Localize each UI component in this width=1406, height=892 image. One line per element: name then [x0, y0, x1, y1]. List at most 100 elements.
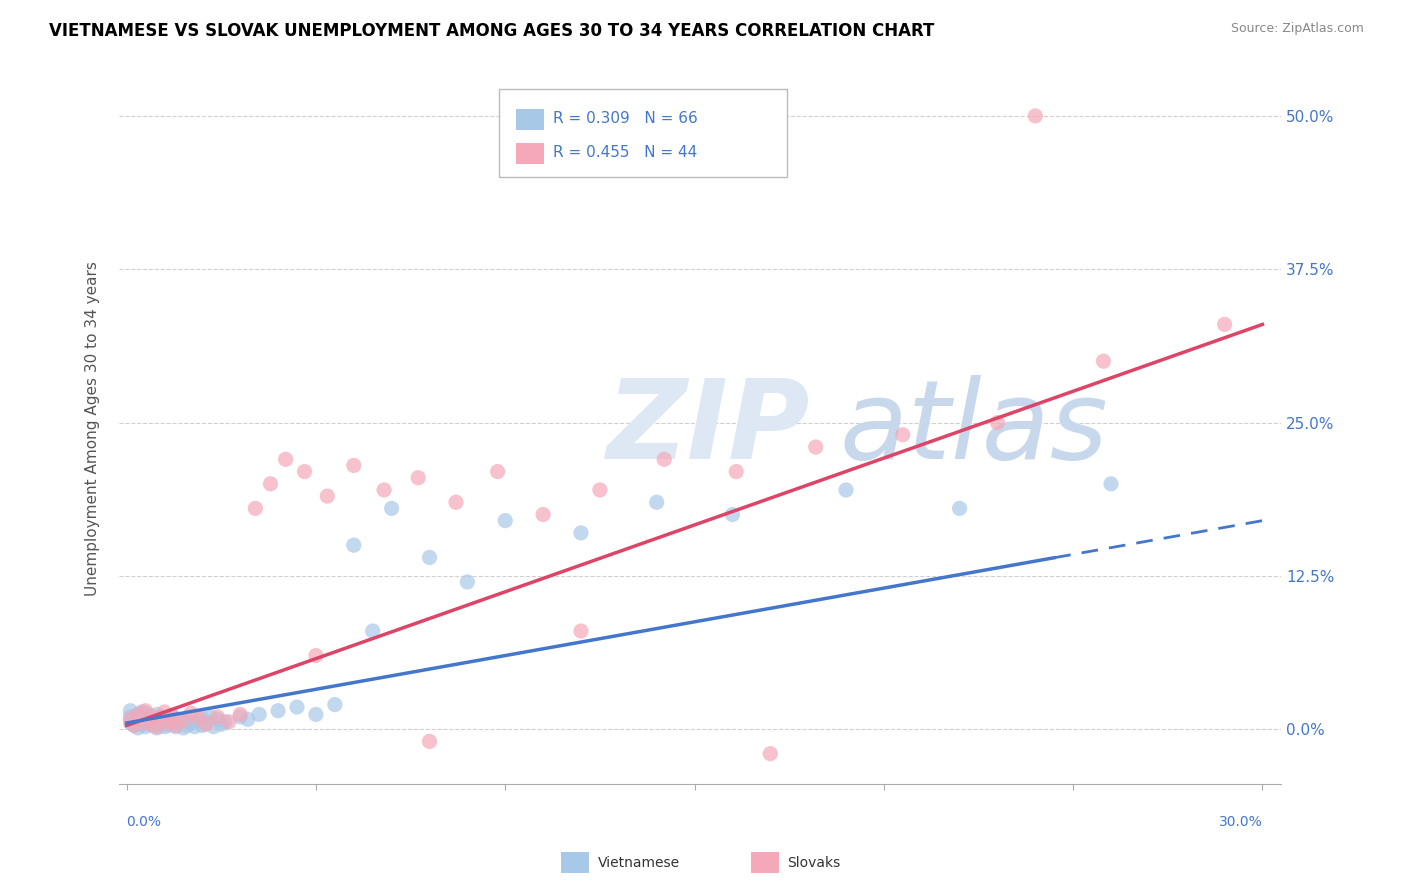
Point	[142, 718, 165, 732]
Point	[1213, 318, 1236, 332]
Point	[131, 705, 153, 719]
Point	[198, 710, 221, 724]
Point	[187, 711, 209, 725]
Point	[759, 747, 782, 761]
Point	[323, 698, 346, 712]
Point	[343, 538, 366, 552]
Point	[184, 720, 207, 734]
Point	[195, 716, 218, 731]
Point	[149, 717, 172, 731]
Text: Source: ZipAtlas.com: Source: ZipAtlas.com	[1230, 22, 1364, 36]
Point	[157, 718, 180, 732]
Point	[160, 716, 183, 731]
Point	[343, 458, 366, 473]
Point	[207, 710, 229, 724]
Point	[138, 717, 160, 731]
Text: VIETNAMESE VS SLOVAK UNEMPLOYMENT AMONG AGES 30 TO 34 YEARS CORRELATION CHART: VIETNAMESE VS SLOVAK UNEMPLOYMENT AMONG …	[49, 22, 935, 40]
Point	[986, 416, 1008, 430]
Point	[236, 712, 259, 726]
Point	[165, 720, 187, 734]
Point	[122, 718, 145, 732]
Point	[294, 465, 316, 479]
Point	[267, 704, 290, 718]
Point	[142, 710, 165, 724]
Point	[165, 718, 187, 732]
Point	[948, 501, 970, 516]
Text: R = 0.309   N = 66: R = 0.309 N = 66	[553, 112, 697, 126]
Point	[160, 708, 183, 723]
Point	[247, 707, 270, 722]
Point	[1024, 109, 1046, 123]
Point	[305, 648, 328, 663]
Point	[361, 624, 384, 638]
Point	[142, 712, 165, 726]
Point	[721, 508, 744, 522]
Point	[406, 471, 429, 485]
Point	[285, 700, 308, 714]
Point	[274, 452, 297, 467]
Point	[1092, 354, 1115, 368]
Point	[381, 501, 404, 516]
Point	[146, 720, 169, 734]
Point	[120, 712, 142, 726]
Point	[157, 716, 180, 731]
Point	[120, 704, 142, 718]
Point	[229, 707, 252, 722]
Point	[146, 707, 169, 722]
Point	[725, 465, 748, 479]
Point	[456, 574, 478, 589]
Point	[153, 714, 176, 728]
Point	[187, 714, 209, 728]
Point	[259, 476, 281, 491]
Point	[165, 712, 187, 726]
Point	[127, 721, 149, 735]
Point	[1099, 476, 1122, 491]
Point	[191, 711, 214, 725]
Point	[120, 716, 142, 731]
Point	[835, 483, 858, 497]
Point	[172, 714, 194, 728]
Point	[418, 734, 440, 748]
Point	[160, 708, 183, 723]
Point	[149, 710, 172, 724]
Point	[138, 708, 160, 723]
Point	[531, 508, 554, 522]
Point	[207, 712, 229, 726]
Point	[202, 720, 225, 734]
Point	[316, 489, 339, 503]
Point	[444, 495, 467, 509]
Point	[157, 711, 180, 725]
Text: Vietnamese: Vietnamese	[598, 855, 679, 870]
Text: atlas: atlas	[839, 376, 1108, 483]
Point	[146, 714, 169, 729]
Point	[122, 712, 145, 726]
Point	[131, 717, 153, 731]
Point	[218, 714, 240, 729]
Point	[229, 710, 252, 724]
Text: ZIP: ZIP	[607, 376, 811, 483]
Point	[135, 714, 157, 728]
Point	[589, 483, 612, 497]
Point	[645, 495, 668, 509]
Point	[122, 718, 145, 732]
Point	[127, 707, 149, 722]
Text: Slovaks: Slovaks	[787, 855, 841, 870]
Point	[153, 720, 176, 734]
Point	[120, 710, 142, 724]
Point	[804, 440, 827, 454]
Text: 30.0%: 30.0%	[1219, 815, 1263, 829]
Point	[209, 717, 232, 731]
Point	[494, 514, 516, 528]
Point	[135, 706, 157, 721]
Point	[418, 550, 440, 565]
Point	[131, 714, 153, 729]
Point	[486, 465, 509, 479]
Point	[127, 707, 149, 722]
Point	[305, 707, 328, 722]
Point	[138, 716, 160, 731]
Point	[172, 714, 194, 728]
Point	[153, 705, 176, 719]
Point	[131, 711, 153, 725]
Text: 0.0%: 0.0%	[127, 815, 162, 829]
Point	[135, 720, 157, 734]
